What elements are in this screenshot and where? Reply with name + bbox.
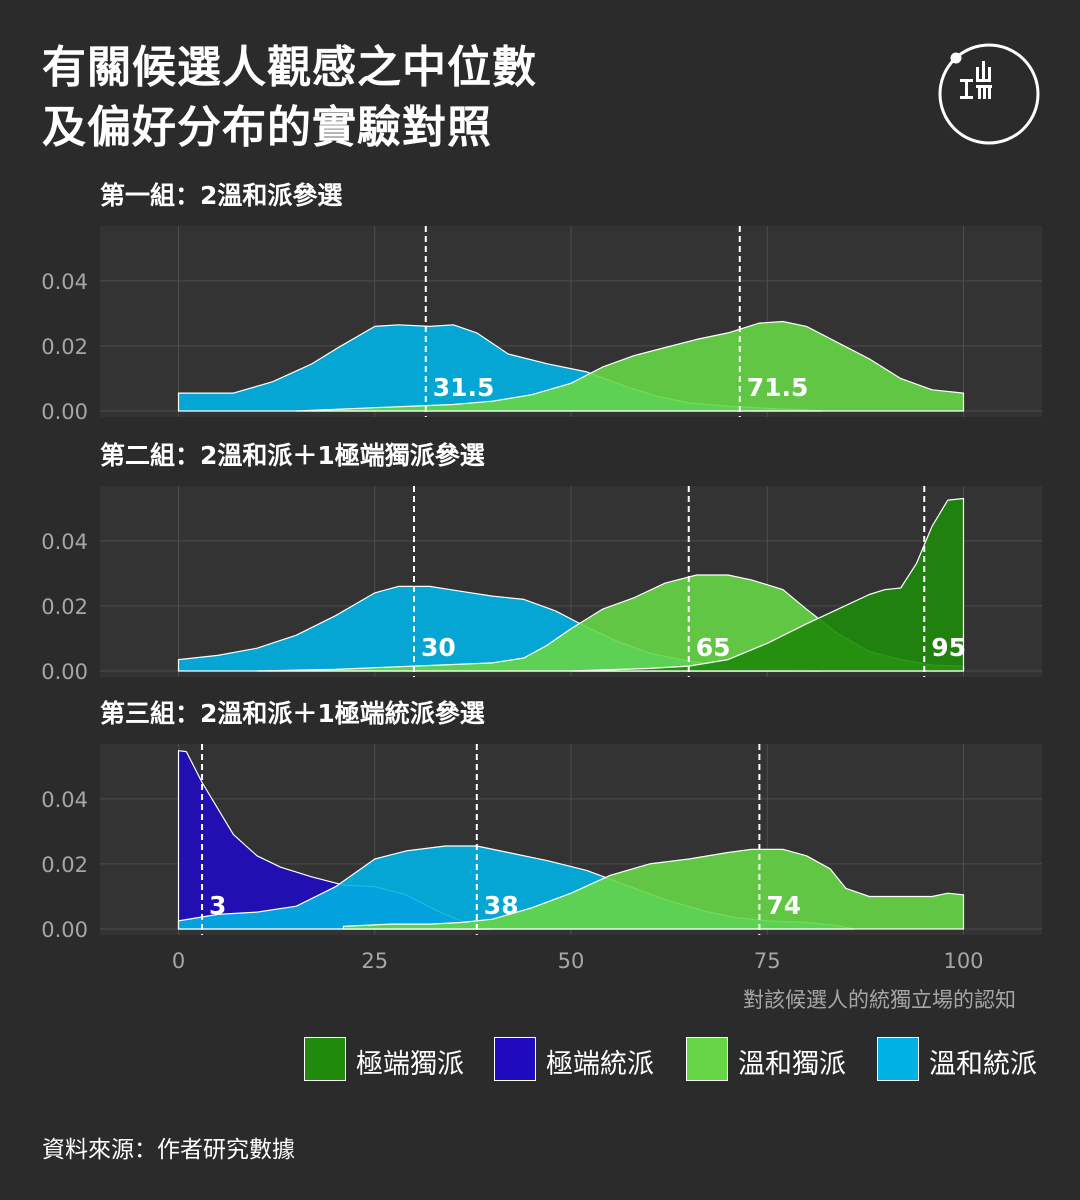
- median-label: 65: [696, 633, 731, 662]
- x-tick-label: 0: [172, 949, 185, 973]
- median-label: 31.5: [433, 373, 495, 402]
- legend-label-extreme-independence: 極端獨派: [356, 1049, 464, 1080]
- y-tick-label: 0.00: [41, 400, 88, 424]
- x-tick-label: 50: [558, 949, 585, 973]
- chart-title: 有關候選人觀感之中位數 及偏好分布的實驗對照: [42, 38, 862, 158]
- legend: 極端獨派 極端統派 溫和獨派 溫和統派: [0, 1036, 1080, 1086]
- x-tick-label: 25: [361, 949, 388, 973]
- area-moderate-independence: [295, 320, 965, 412]
- source-note: 資料來源：作者研究數據: [42, 1137, 295, 1163]
- x-tick-label: 100: [943, 949, 983, 973]
- legend-swatch-extreme-unification: [494, 1037, 536, 1081]
- initium-logo-icon: [938, 43, 1040, 145]
- legend-label-extreme-unification: 極端統派: [546, 1049, 654, 1080]
- area-extreme-independence: [570, 497, 965, 672]
- legend-swatch-extreme-independence: [304, 1037, 346, 1081]
- panel-1-title: 第一組：2溫和派參選: [100, 181, 343, 210]
- y-tick-label: 0.04: [41, 788, 88, 812]
- x-axis-title: 對該候選人的統獨立場的認知: [743, 988, 1016, 1012]
- legend-label-moderate-independence: 溫和獨派: [738, 1049, 846, 1080]
- y-tick-label: 0.02: [41, 335, 88, 359]
- panel-3-title: 第三組：2溫和派＋1極端統派參選: [100, 699, 485, 728]
- y-tick-label: 0.00: [41, 918, 88, 942]
- panel-2-title: 第二組：2溫和派＋1極端獨派參選: [100, 441, 485, 470]
- legend-label-moderate-unification: 溫和統派: [929, 1049, 1037, 1080]
- median-label: 30: [421, 633, 456, 662]
- panel-3: 0.00 0.02 0.04 3 38 74: [41, 744, 1042, 942]
- y-tick-label: 0.02: [41, 595, 88, 619]
- median-label: 38: [484, 891, 519, 920]
- title-line-1: 有關候選人觀感之中位數: [42, 42, 537, 93]
- legend-swatch-moderate-independence: [686, 1037, 728, 1081]
- median-label: 74: [766, 891, 801, 920]
- x-tick-label: 75: [754, 949, 781, 973]
- median-label: 95: [931, 633, 966, 662]
- median-label: 3: [209, 891, 226, 920]
- y-tick-label: 0.00: [41, 660, 88, 684]
- legend-swatch-moderate-unification: [877, 1037, 919, 1081]
- y-tick-label: 0.04: [41, 530, 88, 554]
- median-label: 71.5: [747, 373, 809, 402]
- panel-2: 0.00 0.02 0.04 30 65 95: [41, 486, 1042, 684]
- y-tick-label: 0.04: [41, 270, 88, 294]
- panel-1: 0.00 0.02 0.04 31.5 71.5: [41, 226, 1042, 424]
- y-tick-label: 0.02: [41, 853, 88, 877]
- title-line-2: 及偏好分布的實驗對照: [42, 102, 492, 153]
- area-moderate-independence: [342, 848, 965, 930]
